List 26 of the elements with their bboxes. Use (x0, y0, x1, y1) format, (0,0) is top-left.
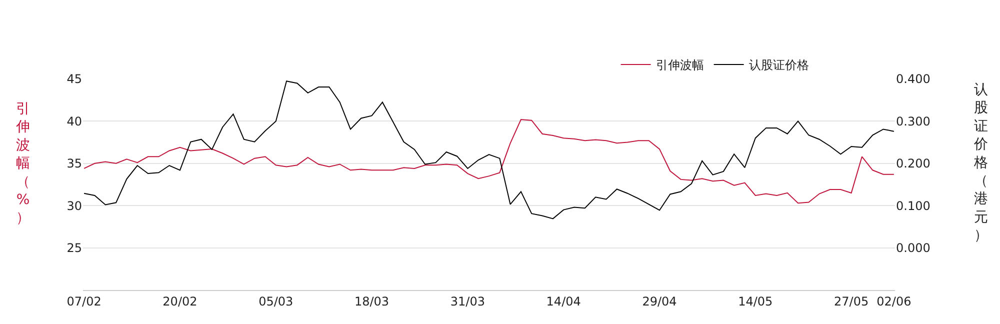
x-tick-label: 02/06 (876, 294, 912, 308)
y-tick-label: 35 (66, 156, 82, 171)
y2-tick-label: 0.000 (896, 241, 930, 255)
x-tick-label: 27/05 (834, 294, 869, 308)
y-tick-label: 45 (66, 72, 82, 86)
y2-tick-label: 0.300 (896, 114, 930, 128)
x-tick-label: 05/03 (258, 294, 294, 308)
x-tick-label: 31/03 (450, 294, 485, 308)
y-axis-title: 引伸波幅（%） (15, 101, 30, 226)
x-tick-label: 18/03 (354, 294, 390, 308)
y2-tick-label: 0.400 (896, 72, 930, 86)
y-tick-label: 30 (66, 198, 82, 213)
line-series (84, 119, 894, 204)
legend-label: 引伸波幅 (656, 58, 704, 72)
y2-tick-label: 0.100 (896, 198, 930, 213)
y2-tick-label: 0.200 (896, 156, 930, 171)
legend-label: 认股证价格 (748, 58, 809, 72)
text: 认股证价格（港元） (974, 82, 988, 244)
y-tick-label: 40 (66, 114, 82, 128)
x-tick-label: 14/04 (546, 294, 581, 308)
x-tick-label: 29/04 (642, 294, 677, 308)
line-series (84, 80, 894, 220)
x-tick-label: 07/02 (66, 294, 102, 308)
x-tick-label: 20/02 (162, 294, 198, 308)
y-tick-label: 25 (66, 241, 82, 255)
x-tick-label: 14/05 (738, 294, 773, 308)
